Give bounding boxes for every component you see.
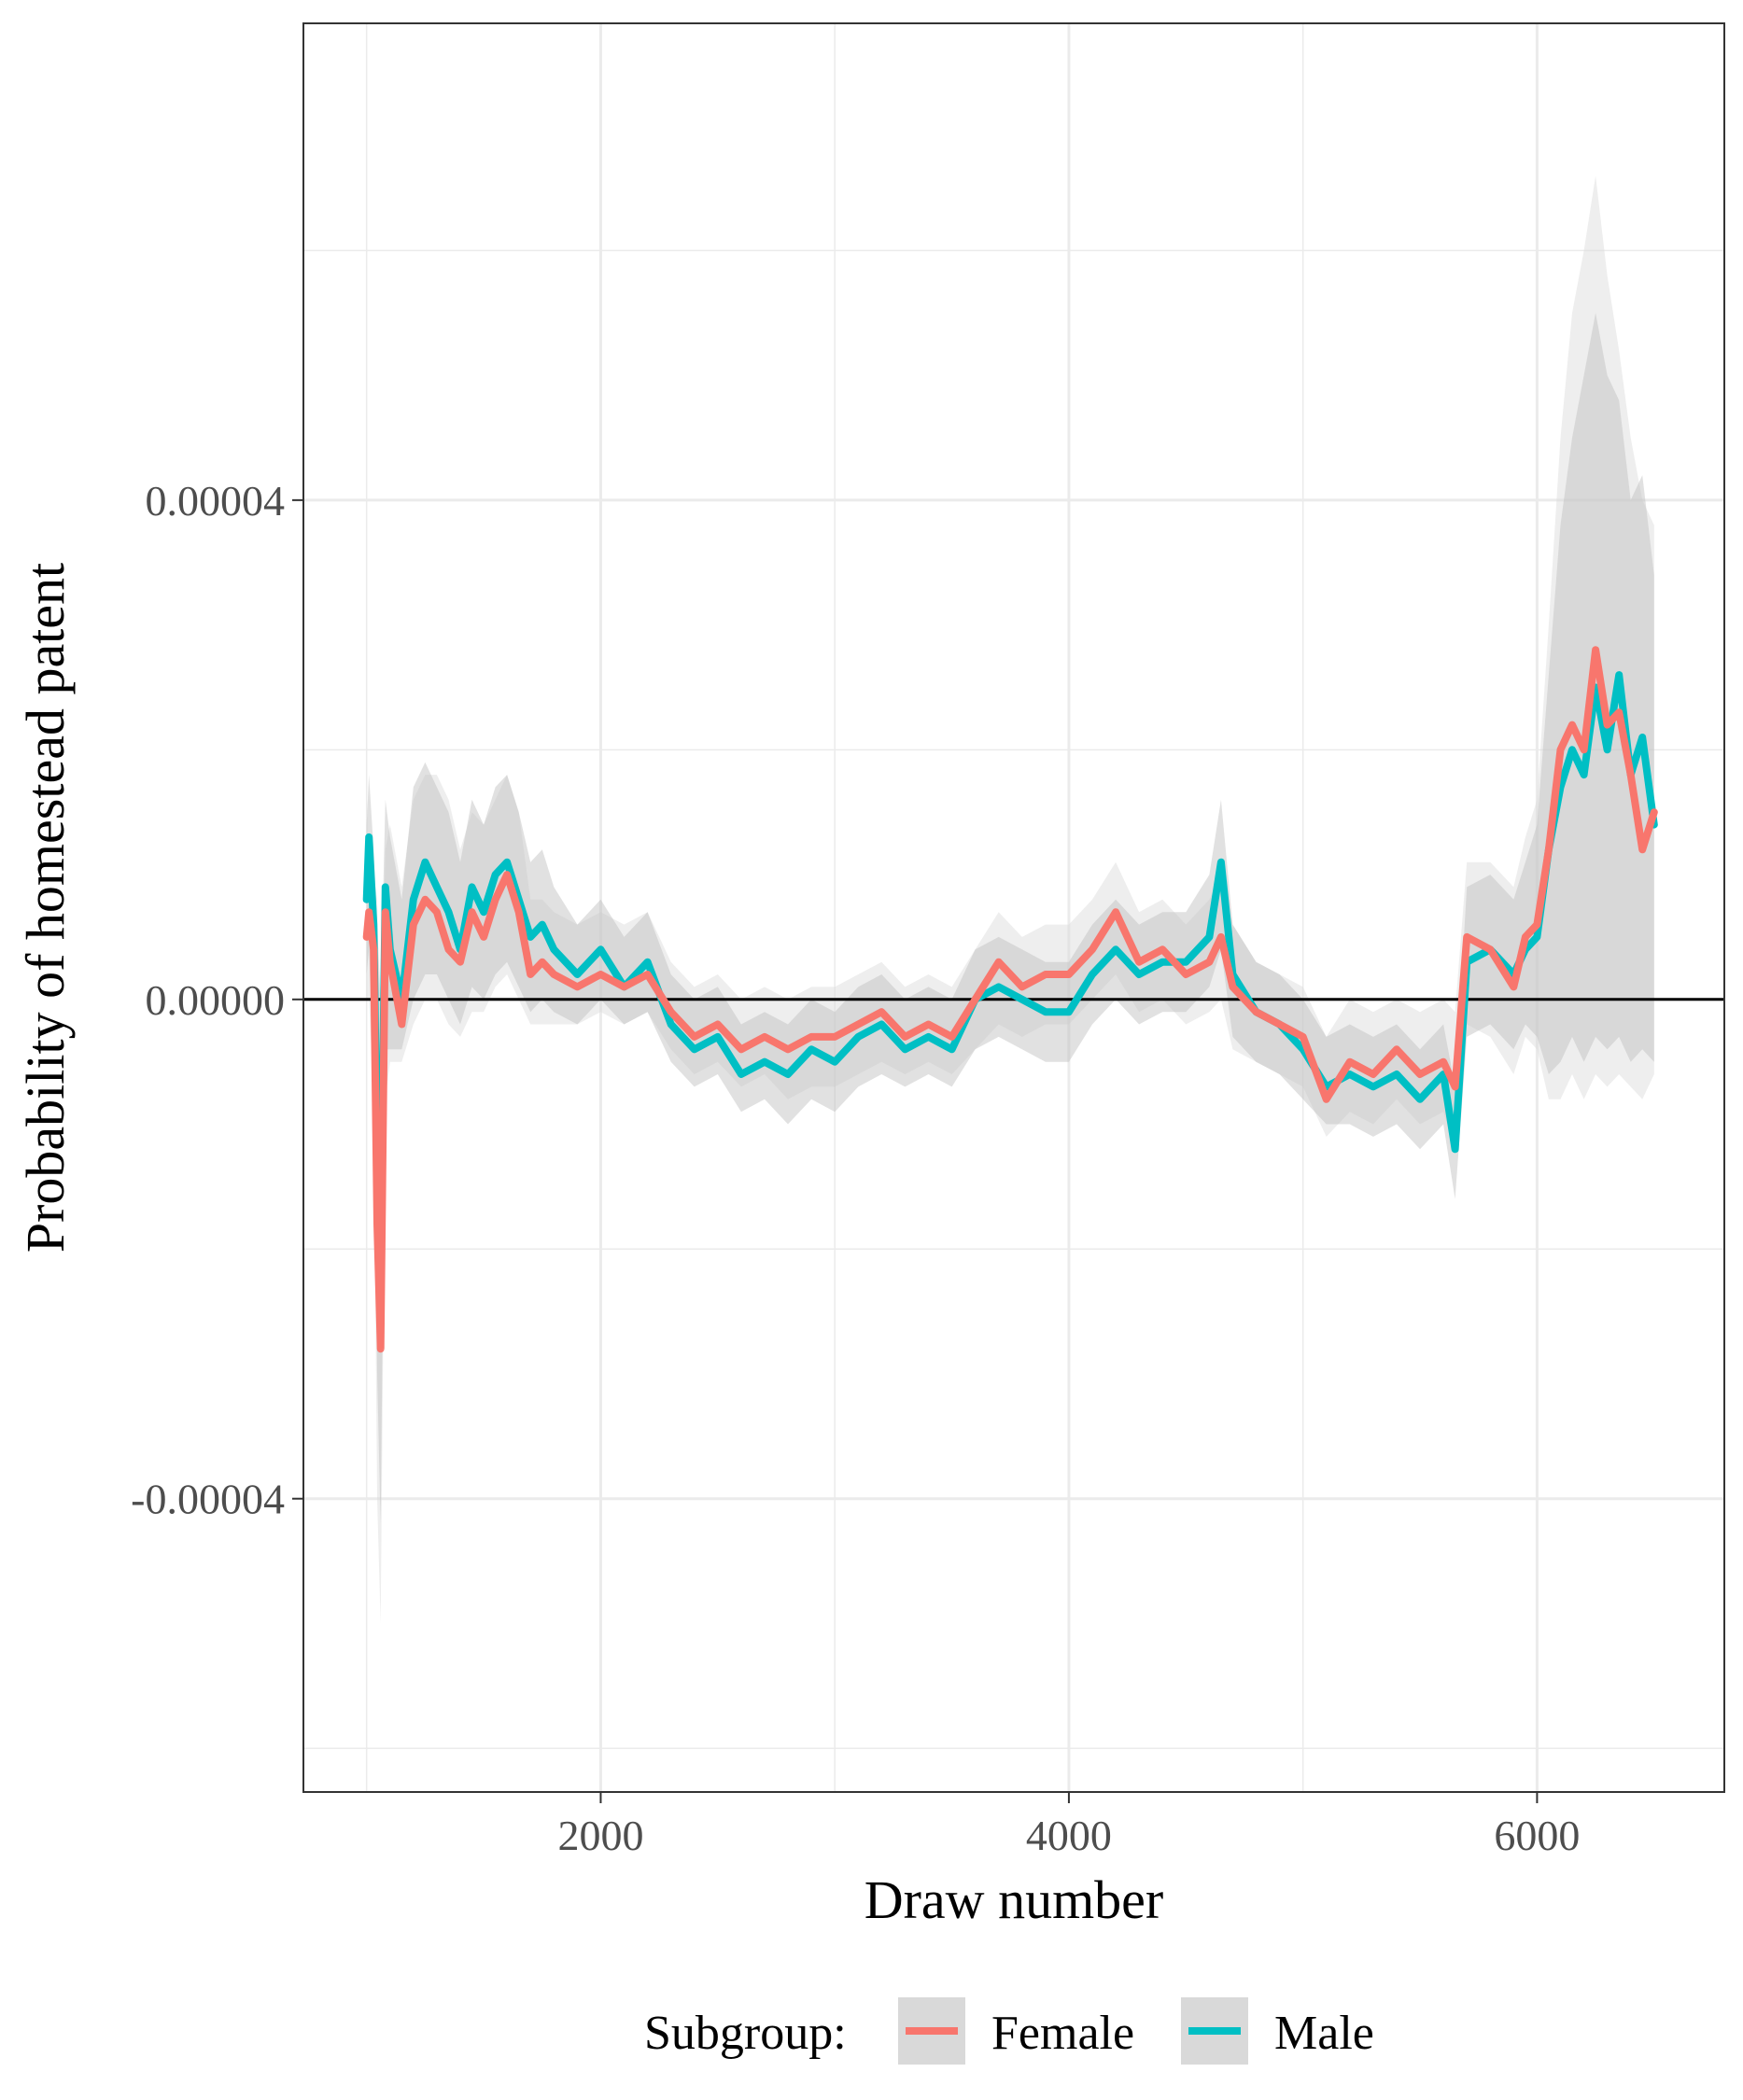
legend-label-female: Female	[991, 2007, 1134, 2060]
y-axis-title: Probability of homestead patent	[15, 563, 76, 1253]
legend-title: Subgroup:	[644, 2007, 847, 2060]
x-tick-label: 6000	[1494, 1812, 1580, 1859]
x-axis-title: Draw number	[864, 1869, 1164, 1930]
y-tick-label: 0.00000	[146, 976, 286, 1024]
x-tick-label: 4000	[1026, 1812, 1112, 1859]
legend: Subgroup: Female Male	[644, 1997, 1374, 2065]
series-lines	[362, 646, 1658, 1353]
axes: 2000 4000 6000 -0.00004 0.00000 0.00004	[131, 477, 1580, 1859]
x-tick-label: 2000	[557, 1812, 643, 1859]
series-line-female	[362, 646, 1658, 1353]
y-tick-label: -0.00004	[131, 1476, 285, 1523]
panel-border	[302, 22, 1725, 1793]
y-tick-label: 0.00004	[146, 477, 286, 525]
legend-label-male: Male	[1274, 2007, 1374, 2060]
